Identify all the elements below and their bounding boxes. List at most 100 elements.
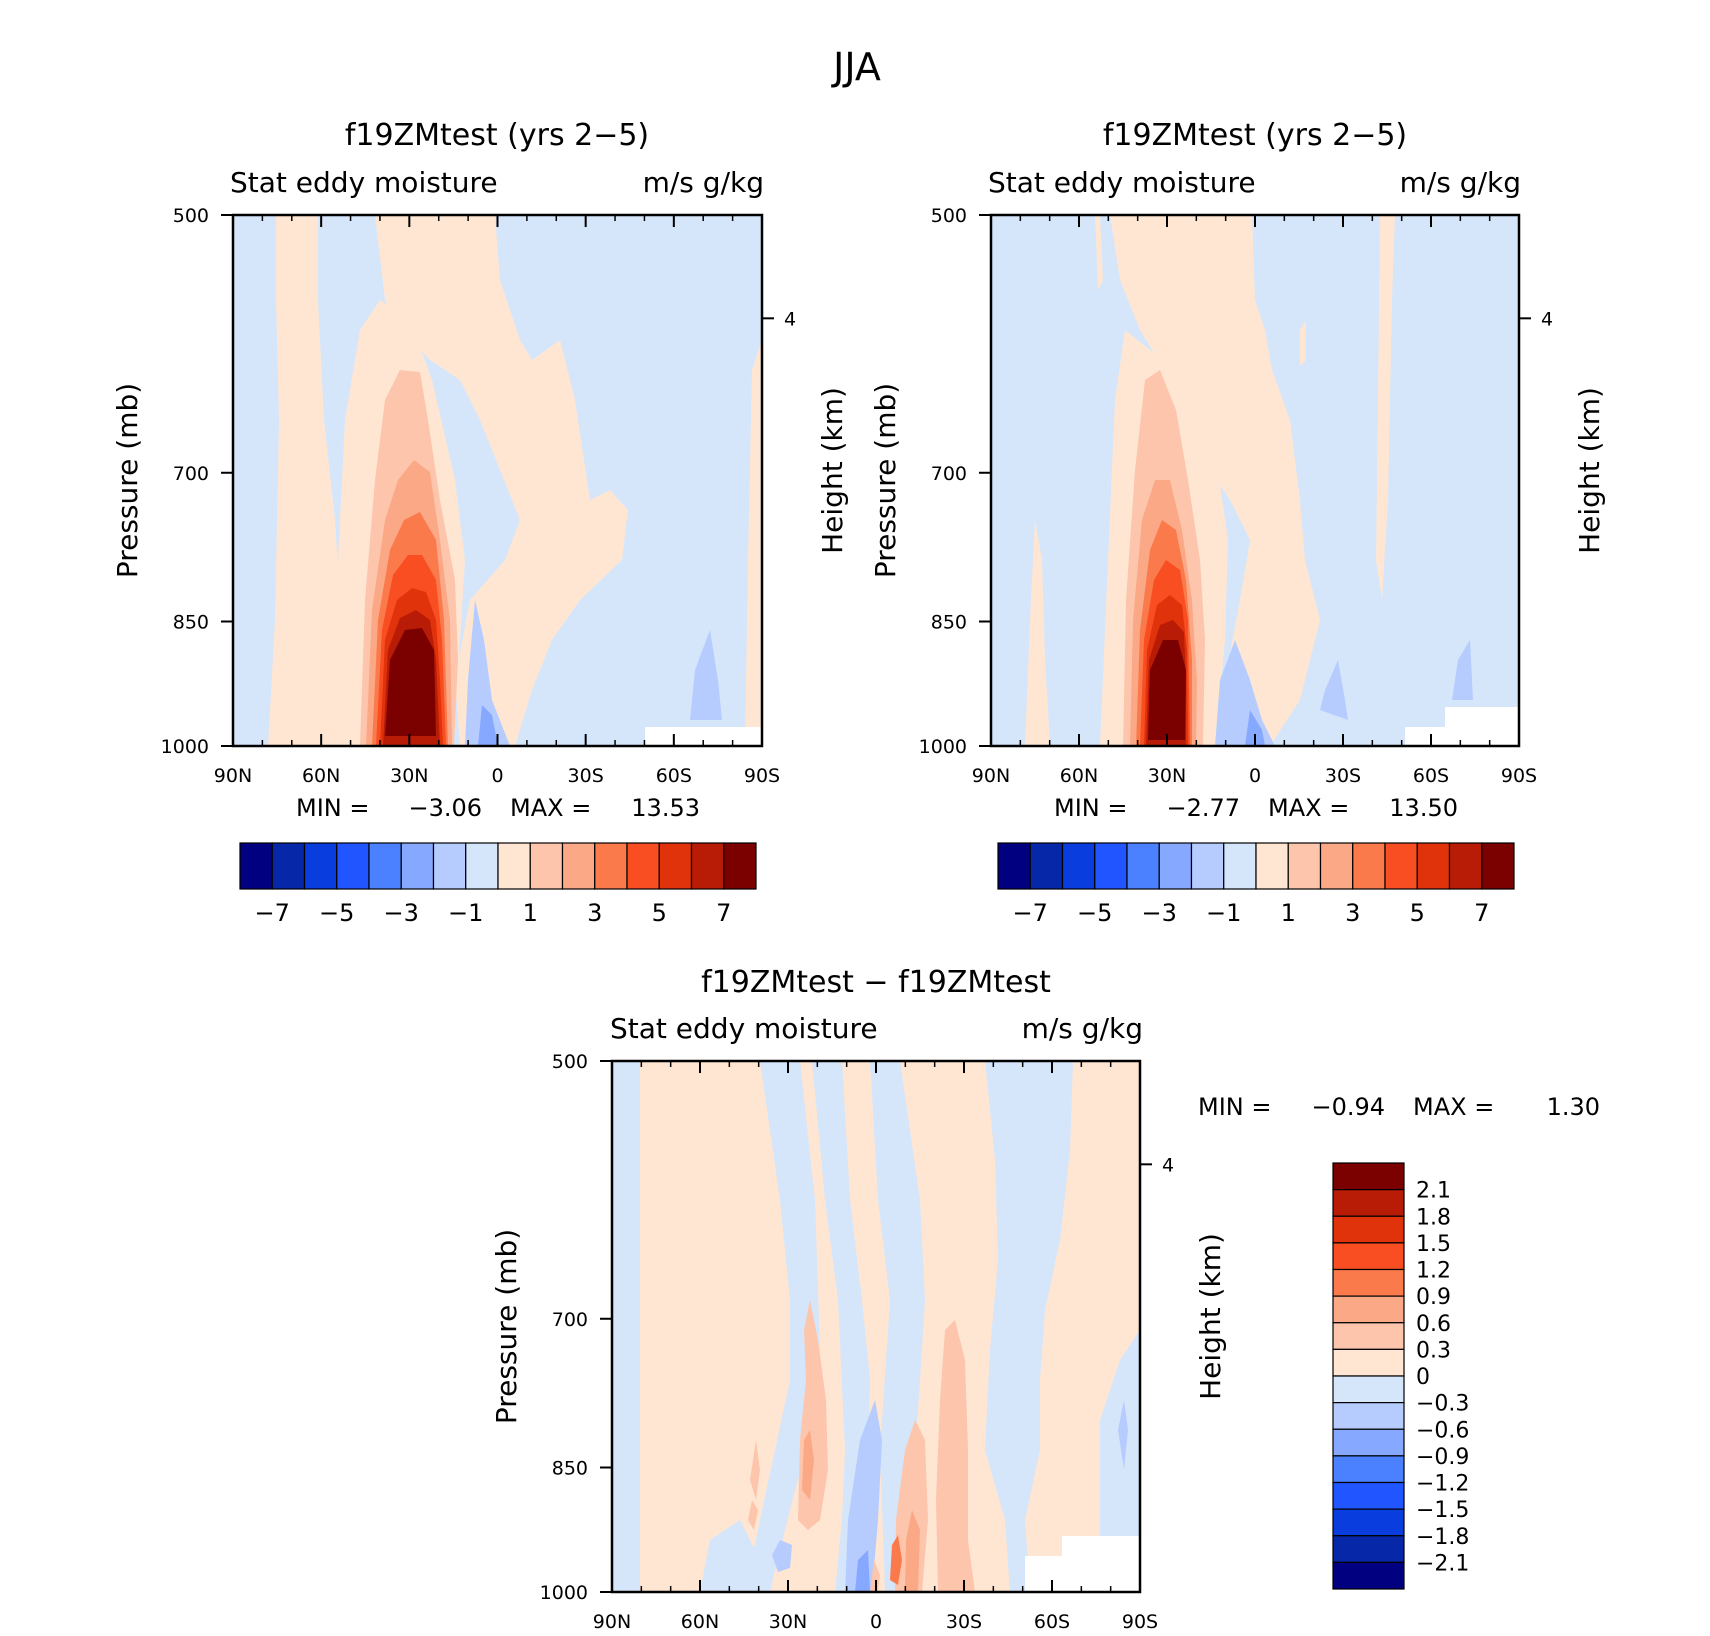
x-tick-label: 60N [1060,765,1098,787]
y-tick-label: 500 [173,205,209,227]
colorbar-swatch [1332,1242,1405,1271]
colorbar-label: 7 [1474,899,1489,927]
panel-difference: f19ZMtest − f19ZMtest Stat eddy moisture… [490,965,1227,1633]
panel-a-max-label: MAX = [510,794,591,822]
y-tick-label: 500 [552,1051,588,1073]
panel-b-subtitle-right: m/s g/kg [1400,166,1521,199]
contour-fill-negative-strong [845,1400,882,1592]
colorbar-label: −0.6 [1416,1418,1469,1443]
x-tick-label: 60N [681,1611,719,1633]
x-tick-label: 60S [1413,765,1449,787]
panel-c-min-value: −0.94 [1311,1093,1385,1121]
contour-level-4 [890,1535,902,1585]
colorbar-swatch [432,842,467,890]
panel-b-min-label: MIN = [1054,794,1127,822]
panel-c-subtitle-right: m/s g/kg [1022,1012,1143,1045]
y-right-tick-label: 4 [1541,308,1553,330]
colorbar-swatch [690,842,725,890]
panel-b-max-value: 13.50 [1389,794,1458,822]
colorbar-label: −1.5 [1416,1498,1469,1523]
panel-b-min-value: −2.77 [1166,794,1240,822]
x-tick-label: 60N [302,765,340,787]
contour-level-3 [905,1510,920,1592]
colorbar-swatch [1094,842,1128,890]
panel-c-min-label: MIN = [1198,1093,1271,1121]
colorbar-swatch [1481,842,1515,890]
colorbar-swatch [561,842,596,890]
colorbar-swatch [1223,842,1257,890]
x-tick-label: 90N [593,1611,631,1633]
panel-a-min-value: −3.06 [408,794,482,822]
colorbar-swatch [1332,1162,1405,1191]
y-right-axis-title: Height (km) [816,387,849,554]
contour-level-2 [895,1420,928,1592]
panel-b-axes: 90N 60N 30N 0 30S 60S 90S 500 700 850 1000 Pressure… [869,205,1606,787]
contour-fill-negative-strong [855,1550,870,1592]
panel-b-colorbar: −7 −5 −3 −1 1 3 5 7 [997,842,1515,927]
colorbar-swatch [1029,842,1064,890]
colorbar-swatch [529,842,564,890]
panel-b-contour-field [991,215,1519,746]
colorbar-swatch [1332,1455,1405,1484]
colorbar-label: −3 [384,899,419,927]
panel-c-max-value: 1.30 [1547,1093,1600,1121]
colorbar-label: −1.8 [1416,1525,1469,1550]
colorbar-label: −1 [1206,899,1241,927]
y-tick-label: 500 [931,205,967,227]
x-tick-label: 90N [214,765,252,787]
colorbar-label: 0.9 [1416,1285,1451,1310]
contour-fill-negative [612,1061,640,1592]
colorbar-swatch [303,842,338,890]
colorbar-label: −0.3 [1416,1392,1469,1417]
panel-model-a: f19ZMtest (yrs 2−5) Stat eddy moisture m… [111,118,849,787]
contour-fill-negative-strong [1320,660,1348,720]
colorbar-swatch [997,842,1031,890]
colorbar-label: 5 [1410,899,1425,927]
contour-fill-negative [985,1061,1073,1592]
x-tick-label: 30S [1325,765,1361,787]
x-tick-label: 90S [1501,765,1537,787]
colorbar-swatch [400,842,435,890]
contour-level-2 [748,1500,758,1530]
panel-a-title: f19ZMtest (yrs 2−5) [345,118,649,153]
contour-level-8 [385,628,436,736]
contour-fill-negative [620,1061,628,1140]
colorbar-swatch [658,842,693,890]
colorbar-swatch [1126,842,1160,890]
contour-level-8 [1148,640,1186,740]
panel-c-title: f19ZMtest − f19ZMtest [701,965,1051,1000]
contour-fill-negative [1100,1330,1140,1592]
x-tick-label: 90S [1122,1611,1158,1633]
y-tick-label: 1000 [540,1582,588,1604]
x-tick-label: 30N [390,765,428,787]
colorbar-label: −5 [319,899,354,927]
contour-fill-negative-strong [1215,640,1275,746]
x-tick-label: 0 [870,1611,882,1633]
contour-fill-positive [745,340,762,746]
colorbar-swatch [465,842,499,890]
colorbar-swatch [594,842,628,890]
x-tick-label: 60S [656,765,692,787]
colorbar-label: 7 [716,899,731,927]
colorbar-label: −5 [1077,899,1112,927]
colorbar-swatch [1416,842,1451,890]
contour-level-3 [802,1430,814,1500]
x-tick-label: 30S [946,1611,982,1633]
contour-fill-positive [1300,320,1306,366]
panel-a-subtitle-right: m/s g/kg [643,166,764,199]
colorbar-swatch [368,842,402,890]
contour-fill-negative-strong [772,1540,792,1572]
contour-fill-positive [1095,215,1103,290]
colorbar-label: 1.5 [1416,1232,1451,1257]
colorbar-swatch [1332,1322,1405,1350]
missing-data-region [1445,707,1519,727]
y-axis-title: Pressure (mb) [869,383,902,578]
panel-c-contour-field [612,1061,1140,1592]
colorbar-label: −7 [255,899,290,927]
x-tick-label: 0 [491,765,503,787]
colorbar-swatch [1332,1561,1405,1590]
contour-level-2 [870,1560,880,1592]
colorbar-swatch [1061,842,1096,890]
x-tick-label: 30N [769,1611,807,1633]
